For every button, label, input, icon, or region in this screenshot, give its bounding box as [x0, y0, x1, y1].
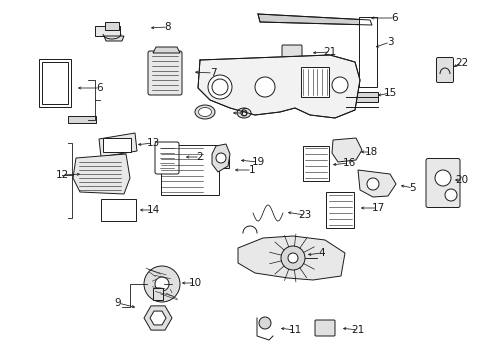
- Polygon shape: [143, 306, 172, 330]
- Text: 5: 5: [409, 183, 415, 193]
- Text: 22: 22: [454, 58, 468, 68]
- FancyBboxPatch shape: [436, 58, 452, 82]
- Text: 10: 10: [188, 278, 201, 288]
- Circle shape: [254, 77, 274, 97]
- Bar: [42, 62, 68, 104]
- Bar: [103, 138, 131, 152]
- Text: 11: 11: [288, 325, 301, 335]
- Polygon shape: [198, 55, 359, 118]
- Bar: [303, 145, 328, 180]
- Text: 6: 6: [97, 83, 103, 93]
- Circle shape: [155, 277, 169, 291]
- Bar: [153, 288, 163, 300]
- Circle shape: [331, 77, 347, 93]
- Bar: [68, 116, 96, 122]
- Circle shape: [434, 170, 450, 186]
- Circle shape: [241, 110, 246, 116]
- Ellipse shape: [198, 108, 211, 117]
- Bar: [346, 92, 377, 102]
- Bar: [161, 145, 219, 195]
- Circle shape: [207, 75, 231, 99]
- Text: 3: 3: [386, 37, 392, 47]
- Text: 7: 7: [209, 68, 216, 78]
- Circle shape: [143, 266, 180, 302]
- Circle shape: [287, 253, 297, 263]
- FancyBboxPatch shape: [155, 142, 179, 174]
- Polygon shape: [150, 311, 165, 325]
- Polygon shape: [212, 144, 229, 172]
- Bar: [325, 192, 353, 228]
- Text: 6: 6: [391, 13, 398, 23]
- Polygon shape: [99, 133, 137, 157]
- Polygon shape: [357, 170, 395, 197]
- Ellipse shape: [195, 105, 215, 119]
- Text: 2: 2: [196, 152, 203, 162]
- Polygon shape: [104, 36, 124, 41]
- Text: 15: 15: [383, 88, 396, 98]
- Bar: [358, 17, 376, 87]
- FancyBboxPatch shape: [282, 45, 302, 61]
- Bar: [219, 156, 228, 168]
- Text: 16: 16: [342, 158, 355, 168]
- Text: 14: 14: [146, 205, 159, 215]
- Polygon shape: [153, 47, 180, 53]
- Circle shape: [216, 153, 225, 163]
- Text: 17: 17: [370, 203, 384, 213]
- Text: 8: 8: [164, 22, 171, 32]
- Polygon shape: [258, 14, 371, 25]
- FancyBboxPatch shape: [314, 320, 334, 336]
- Text: 18: 18: [364, 147, 377, 157]
- Bar: [105, 22, 119, 30]
- Text: 12: 12: [55, 170, 68, 180]
- Text: 19: 19: [251, 157, 264, 167]
- Circle shape: [281, 246, 305, 270]
- Text: 9: 9: [115, 298, 121, 308]
- Circle shape: [259, 317, 270, 329]
- Circle shape: [444, 189, 456, 201]
- Polygon shape: [331, 138, 361, 162]
- Bar: [94, 26, 119, 36]
- Text: 23: 23: [298, 210, 311, 220]
- Polygon shape: [238, 236, 345, 280]
- Circle shape: [212, 79, 227, 95]
- Circle shape: [366, 178, 378, 190]
- FancyBboxPatch shape: [148, 51, 182, 95]
- Text: 21: 21: [351, 325, 364, 335]
- Bar: [101, 199, 135, 221]
- Ellipse shape: [237, 108, 250, 118]
- FancyBboxPatch shape: [425, 158, 459, 207]
- Text: 1: 1: [248, 165, 255, 175]
- Text: 21: 21: [323, 47, 336, 57]
- Polygon shape: [73, 154, 130, 194]
- Text: 20: 20: [454, 175, 468, 185]
- Bar: [301, 67, 328, 97]
- Bar: [39, 59, 71, 107]
- Text: 4: 4: [318, 248, 325, 258]
- Text: 6: 6: [240, 108, 247, 118]
- Text: 13: 13: [146, 138, 159, 148]
